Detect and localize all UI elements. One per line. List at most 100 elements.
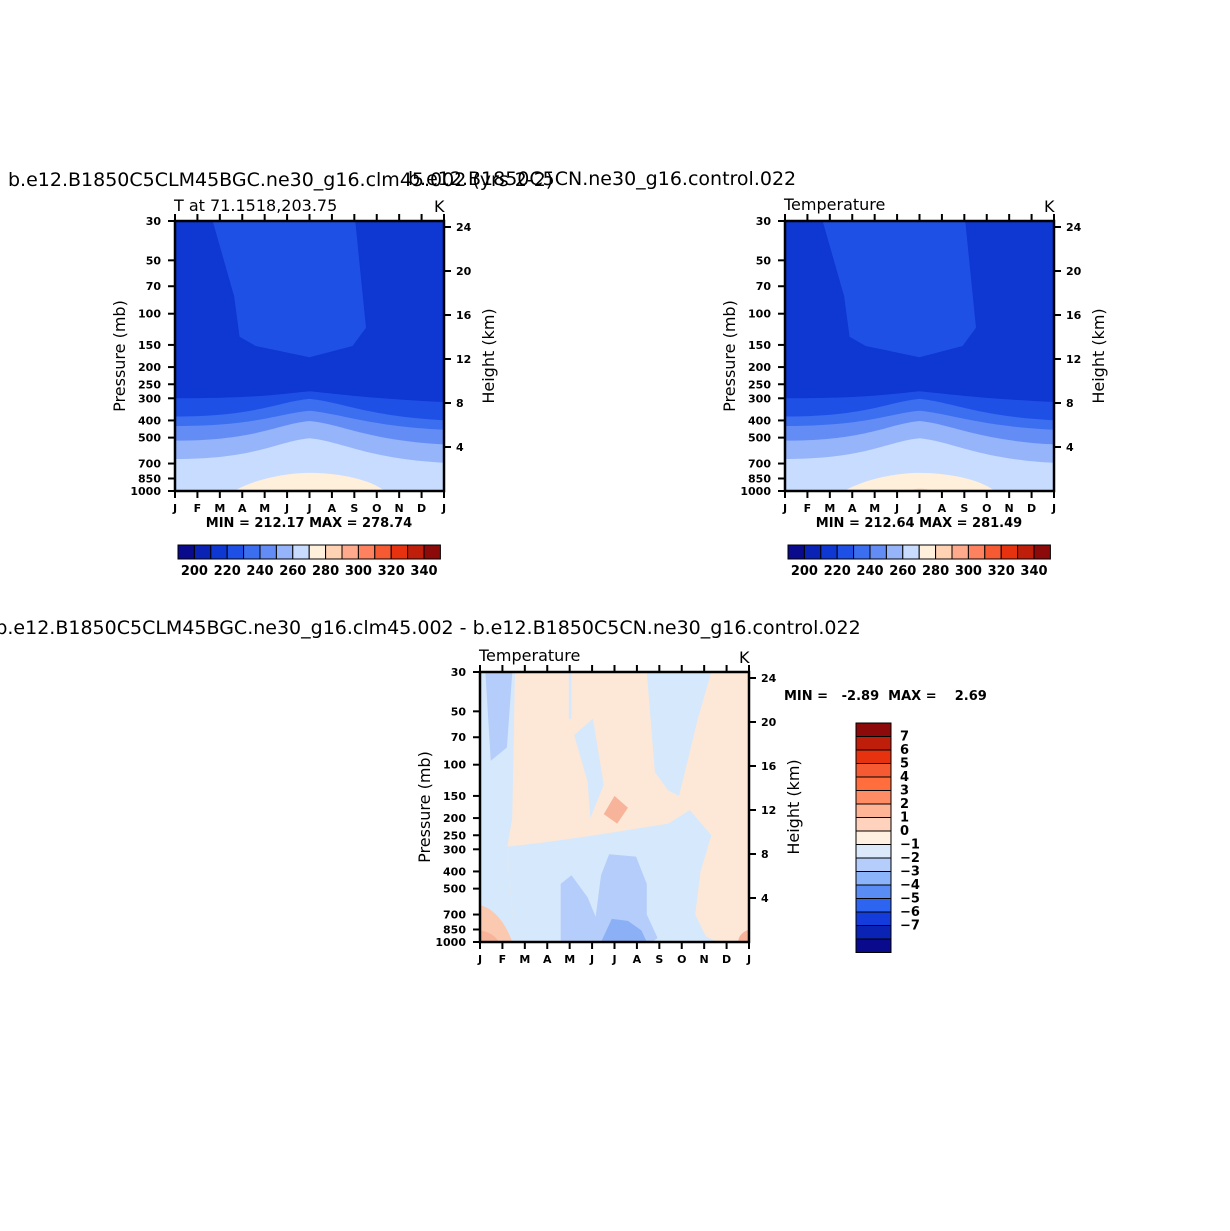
colorbar-box (357, 544, 376, 560)
panel-1-axes: J F M A M J J A S O N D J305070100150200250300400500… (130, 214, 472, 515)
y-right-tick-label: 16 (456, 309, 472, 322)
x-tick-label: J (284, 502, 289, 515)
x-tick-label: M (259, 502, 270, 515)
colorbar-label: 340 (1020, 564, 1047, 579)
colorbar-box (193, 544, 212, 560)
x-tick-label: S (960, 502, 968, 515)
x-tick-label: J (589, 953, 594, 966)
colorbar-box (308, 544, 327, 560)
field-band (822, 221, 976, 358)
panel-2-subtitle-right: K (1044, 197, 1055, 216)
panel-2: b.e12.B1850C5CN.ne30_g16.control.022 Tem… (408, 168, 1108, 579)
y-tick-label: 250 (138, 378, 161, 391)
field-band (480, 930, 499, 942)
y-tick-label: 250 (748, 378, 771, 391)
panel-2-y-axis-label: Pressure (mb) (720, 300, 739, 412)
x-tick-label: S (350, 502, 358, 515)
y-tick-label: 1000 (435, 936, 466, 949)
colorbar-box (341, 544, 359, 560)
panel-3-y-axis-label: Pressure (mb) (415, 751, 434, 863)
y-tick-label: 150 (748, 339, 771, 352)
panel-3-subtitle-right: K (739, 648, 750, 667)
field-band (560, 854, 658, 942)
y-tick-label: 400 (443, 865, 466, 878)
x-tick-label: J (1051, 502, 1056, 515)
field-band (568, 672, 572, 719)
colorbar-box (885, 544, 904, 560)
x-tick-label: O (372, 502, 381, 515)
y-tick-label: 850 (138, 472, 161, 485)
colorbar-box (243, 544, 261, 560)
colorbar-label: −6 (900, 905, 920, 920)
panel-3-min-max: MIN = -2.89 MAX = 2.69 (784, 689, 987, 704)
colorbar-box (855, 722, 892, 737)
y-right-tick-label: 12 (1066, 353, 1081, 366)
colorbar-box (855, 830, 892, 845)
colorbar-label: 340 (410, 564, 437, 579)
x-tick-label: J (172, 502, 177, 515)
colorbar-box (423, 544, 441, 560)
x-tick-label: F (499, 953, 507, 966)
panel-2-min-max: MIN = 212.64 MAX = 281.49 (816, 516, 1022, 531)
colorbar-box (918, 544, 937, 560)
y-tick-label: 70 (756, 280, 772, 293)
colorbar-label: 2 (900, 797, 909, 812)
y-right-tick-label: 20 (761, 716, 777, 729)
y-right-tick-label: 4 (1066, 441, 1074, 454)
x-tick-label: J (441, 502, 446, 515)
colorbar-box (855, 776, 892, 791)
x-tick-label: A (328, 502, 337, 515)
y-tick-label: 700 (748, 458, 771, 471)
y-tick-label: 100 (443, 759, 466, 772)
y-tick-label: 200 (443, 812, 466, 825)
x-tick-label: M (824, 502, 835, 515)
colorbar-box (820, 544, 838, 560)
field-band (601, 918, 647, 942)
colorbar-box (902, 544, 920, 560)
panel-3: b.e12.B1850C5CLM45BGC.ne30_g16.clm45.002… (0, 617, 987, 966)
y-tick-label: 1000 (740, 485, 771, 498)
colorbar-box (855, 938, 892, 953)
y-right-tick-label: 16 (1066, 309, 1082, 322)
panel-3-y-right-axis-label: Height (km) (784, 759, 803, 854)
field-band (175, 438, 444, 491)
colorbar-box (935, 544, 953, 560)
x-tick-label: J (306, 502, 311, 515)
colorbar-box (869, 544, 887, 560)
y-tick-label: 70 (451, 731, 467, 744)
colorbar-box (275, 544, 294, 560)
colorbar-label: −5 (900, 892, 920, 907)
colorbar-box (855, 898, 892, 913)
y-tick-label: 30 (146, 215, 162, 228)
colorbar-label: 280 (922, 564, 949, 579)
colorbar-box (390, 544, 409, 560)
colorbar-box (259, 544, 277, 560)
colorbar-box (407, 544, 425, 560)
y-tick-label: 850 (748, 472, 771, 485)
y-right-tick-label: 24 (1066, 221, 1082, 234)
y-tick-label: 100 (138, 308, 161, 321)
field-band (738, 929, 749, 942)
colorbar-label: 3 (900, 784, 909, 799)
colorbar-label: 7 (900, 730, 909, 745)
panel-1-colorbar: 200 220 240 260 280 300 320 340 (177, 544, 441, 579)
colorbar-box (177, 544, 195, 560)
field-band (234, 472, 385, 491)
x-tick-label: J (746, 953, 751, 966)
panel-3-title: b.e12.B1850C5CLM45BGC.ne30_g16.clm45.002… (0, 617, 861, 639)
y-tick-label: 50 (451, 705, 467, 718)
colorbar-box (1000, 544, 1019, 560)
panel-3-subtitle-left: Temperature (478, 646, 580, 665)
panel-1-min-max: MIN = 212.17 MAX = 278.74 (206, 516, 412, 531)
x-tick-label: N (700, 953, 709, 966)
x-tick-label: D (1027, 502, 1036, 515)
x-tick-label: M (214, 502, 225, 515)
colorbar-label: 6 (900, 743, 909, 758)
y-right-tick-label: 8 (761, 848, 769, 861)
colorbar-label: 200 (181, 564, 208, 579)
field-band (646, 672, 712, 796)
colorbar-box (855, 736, 892, 751)
y-tick-label: 500 (138, 432, 161, 445)
colorbar-box (374, 544, 392, 560)
